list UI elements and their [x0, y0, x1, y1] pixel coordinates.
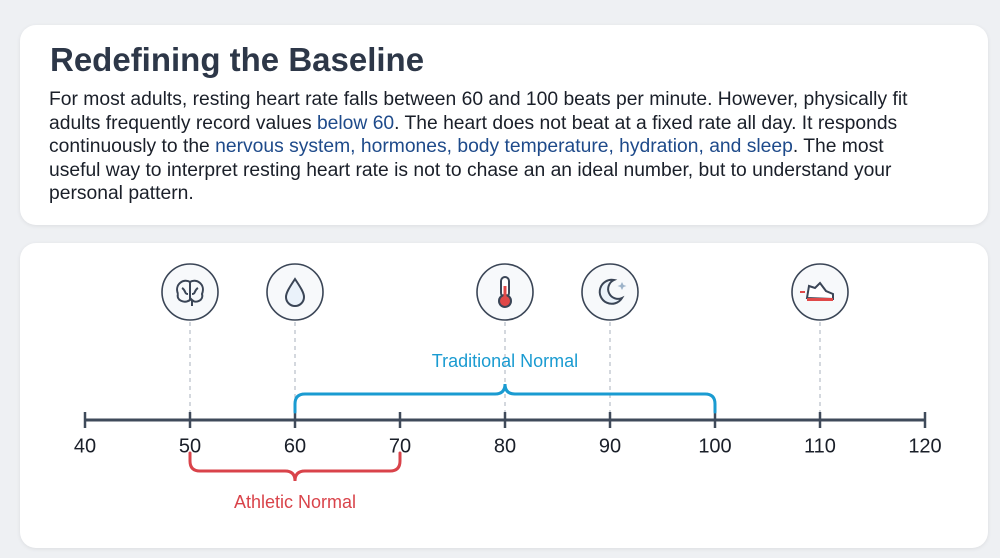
paragraph: For most adults, resting heart rate fall… — [49, 88, 909, 206]
drop — [284, 277, 306, 307]
tick-label: 70 — [389, 435, 411, 457]
icon — [791, 263, 849, 321]
highlight-text: nervous system, hormones, body temperatu… — [215, 136, 793, 157]
shoe-sole — [807, 298, 833, 301]
moon — [598, 278, 625, 305]
icon — [161, 263, 219, 321]
icon — [266, 263, 324, 321]
tick-label: 100 — [698, 435, 731, 457]
range-bracket — [293, 383, 717, 414]
range-bracket — [188, 451, 402, 482]
icon — [581, 263, 639, 321]
text: . The most useful way to interpret resti… — [49, 136, 892, 204]
tick-label: 110 — [804, 435, 836, 457]
tick-label: 60 — [284, 435, 306, 457]
tick-label: 50 — [179, 435, 201, 457]
highlight-text: below 60 — [316, 112, 395, 134]
title: Redefining the Baseline — [50, 41, 425, 78]
tick-label: 120 — [908, 435, 941, 457]
text-card: Redefining the Baseline For most adults,… — [20, 25, 988, 225]
tick-label: 90 — [599, 435, 621, 457]
brain — [176, 279, 204, 306]
tick-label: 40 — [74, 435, 96, 457]
star — [617, 282, 627, 290]
range-label: Traditional Normal — [432, 351, 578, 371]
text: . The heart does not beat at a fixed rat… — [49, 112, 898, 158]
icon — [476, 263, 534, 321]
icon-circle — [581, 263, 639, 321]
tick-label: 80 — [494, 435, 516, 457]
range-label: Athletic Normal — [234, 492, 356, 512]
text: For most adults, resting heart rate fall… — [49, 89, 908, 134]
